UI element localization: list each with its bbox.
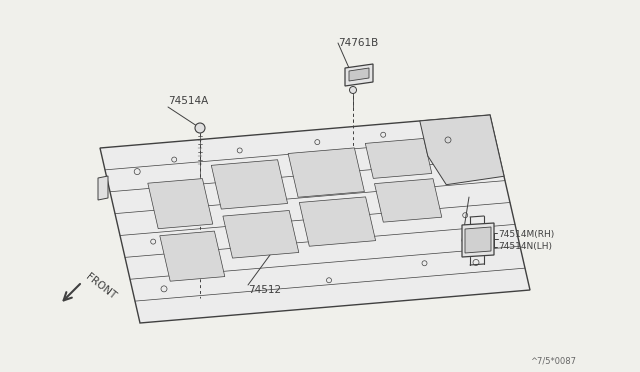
- Polygon shape: [345, 64, 373, 86]
- Text: 74512: 74512: [248, 285, 281, 295]
- Polygon shape: [465, 227, 491, 253]
- Polygon shape: [365, 138, 432, 179]
- Text: FRONT: FRONT: [84, 272, 118, 302]
- Polygon shape: [349, 68, 369, 81]
- Polygon shape: [300, 197, 376, 246]
- Text: ^7/5*0087: ^7/5*0087: [530, 356, 576, 365]
- Polygon shape: [462, 223, 494, 257]
- Polygon shape: [288, 148, 364, 197]
- Polygon shape: [223, 211, 299, 258]
- Polygon shape: [420, 115, 504, 185]
- Text: 74514N(LH): 74514N(LH): [498, 242, 552, 251]
- Circle shape: [195, 123, 205, 133]
- Text: 74761B: 74761B: [338, 38, 378, 48]
- Polygon shape: [98, 176, 108, 200]
- Polygon shape: [160, 231, 225, 281]
- Circle shape: [349, 87, 356, 93]
- Polygon shape: [100, 115, 530, 323]
- Polygon shape: [211, 160, 287, 209]
- Polygon shape: [148, 179, 212, 229]
- Polygon shape: [374, 179, 442, 222]
- Text: 74514A: 74514A: [168, 96, 208, 106]
- Text: 74514M(RH): 74514M(RH): [498, 230, 554, 239]
